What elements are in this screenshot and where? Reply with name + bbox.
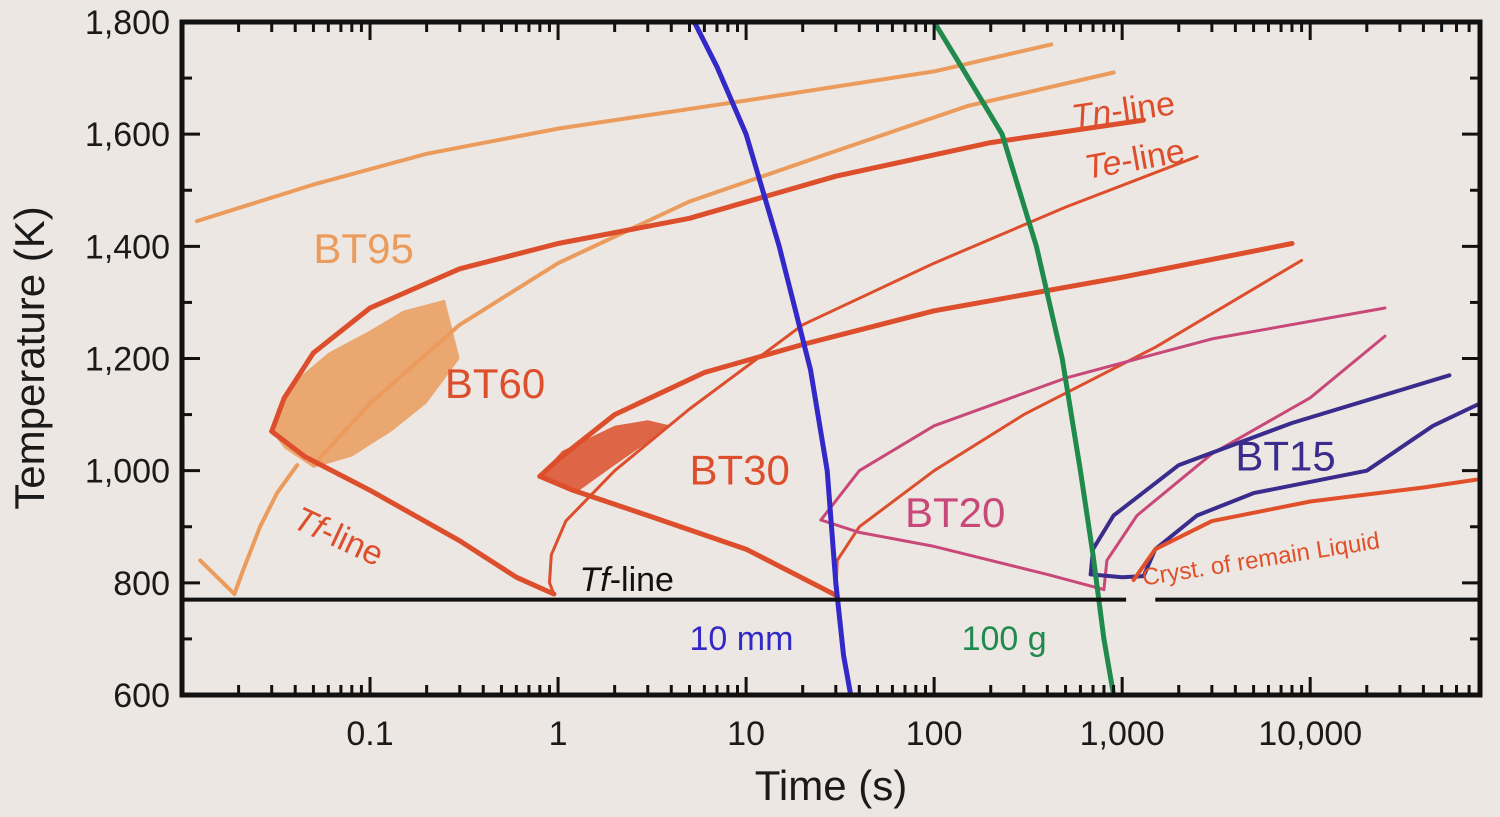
- annotation-bt95-1: BT95: [313, 225, 413, 272]
- annotation-bt60-2: BT60: [445, 360, 545, 407]
- plot-frame: [179, 19, 1483, 698]
- x-tick-label-4: 100: [906, 715, 963, 753]
- x-tick-label-1: 0.1: [346, 715, 393, 753]
- annotation-100-g-11: 100 g: [962, 620, 1047, 658]
- y-tick-label-7: 1,800: [85, 4, 170, 42]
- y-tick-label-4: 1,200: [85, 341, 170, 379]
- x-tick-label-2: 1: [549, 715, 568, 753]
- annotation-te-line-7: Te-line: [1082, 132, 1188, 187]
- x-tick-label-6: 10,000: [1258, 715, 1362, 753]
- series-cryst-of-remain-liquid-17: [1131, 477, 1480, 582]
- shaded-region-1: [271, 299, 460, 468]
- series-bt30-9: [537, 473, 839, 598]
- annotation-bt30-3: BT30: [689, 447, 789, 494]
- series-bt30-10: [834, 258, 1304, 597]
- shaded-regions: [271, 299, 672, 491]
- series-bt20-13: [1102, 334, 1387, 592]
- x-axis-title: Time (s): [755, 762, 907, 809]
- annotation-bt20-4: BT20: [905, 489, 1005, 536]
- series-bt60-5: [269, 117, 1147, 434]
- x-tick-label-3: 10: [727, 715, 765, 753]
- series-100-g-19: [931, 22, 1117, 695]
- series-10-mm-18: [691, 22, 854, 695]
- y-tick-label-5: 1,400: [85, 228, 170, 266]
- series-bt30-8: [537, 241, 1295, 479]
- annotation-tf-line-9: Tf-line: [579, 561, 673, 599]
- series-bt60-7: [548, 155, 1199, 596]
- series-bt95-1: [194, 42, 1054, 224]
- series-bt20-12: [819, 518, 1106, 592]
- y-tick-label-1: 600: [113, 677, 170, 715]
- tick-labels: 0.1 1 10 100 1,000 10,000 600 800 1,000 1,200 1,40…: [85, 4, 1362, 753]
- y-tick-label-2: 800: [113, 565, 170, 603]
- annotation-10-mm-10: 10 mm: [689, 620, 793, 658]
- x-tick-label-5: 1,000: [1080, 715, 1165, 753]
- y-tick-label-3: 1,000: [85, 453, 170, 491]
- series-lines: [194, 22, 1480, 695]
- y-axis-title: Temperature (K): [6, 206, 53, 509]
- annotation-tn-line-6: Tn-line: [1069, 84, 1177, 136]
- series-bt95-4: [232, 463, 300, 596]
- series-bt20-11: [819, 306, 1387, 522]
- series-bt60-6: [269, 428, 557, 597]
- series-bt95-3: [198, 558, 237, 596]
- shaded-region-2: [539, 420, 672, 491]
- y-tick-label-6: 1,600: [85, 116, 170, 154]
- annotation-bt15-5: BT15: [1235, 433, 1335, 480]
